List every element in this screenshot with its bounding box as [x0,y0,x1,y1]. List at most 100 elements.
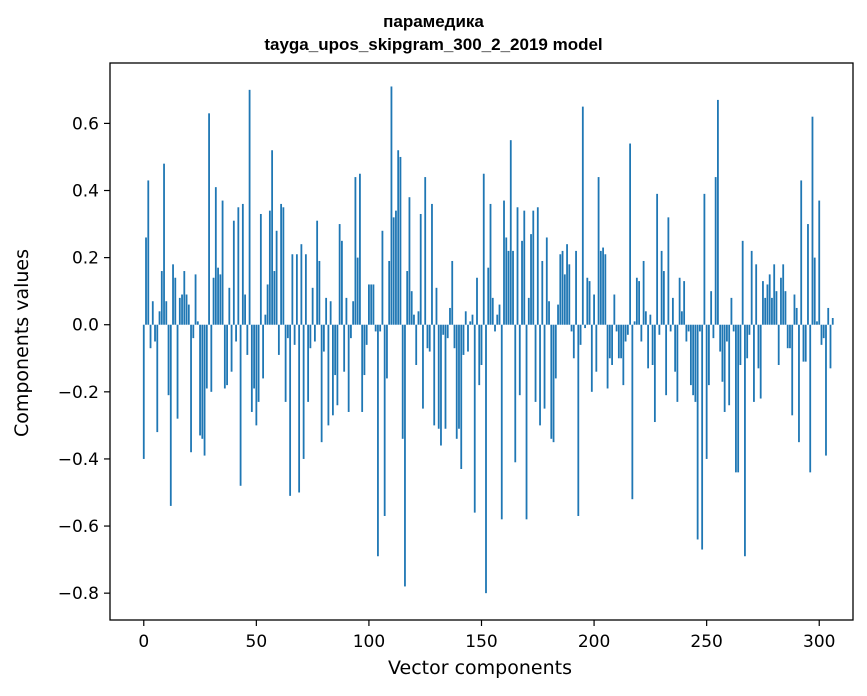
bar [345,297,348,325]
bar [699,324,701,332]
bar [377,324,379,557]
bar [775,291,778,325]
bar [822,324,825,339]
bar [712,324,715,339]
x-axis-label: Vector components [388,657,572,679]
bar [766,284,769,325]
bar [719,324,722,352]
bar [516,207,519,325]
bar [347,324,350,412]
bar [590,324,593,392]
bar [606,324,609,389]
x-tick-label: 100 [353,632,385,652]
bar [149,324,152,349]
bar [746,324,749,359]
bar [368,284,370,325]
bar [147,180,150,325]
bar [271,150,274,325]
bar [404,324,406,587]
bar [172,264,174,325]
bar [476,277,478,325]
bar [563,274,566,325]
bar [820,324,823,345]
bar [647,324,650,369]
bar [512,250,514,325]
bar [759,324,762,399]
bar [620,324,622,359]
bar [262,324,264,379]
bar [829,324,832,369]
bar [163,163,165,325]
bar [640,324,643,342]
bar [223,324,226,389]
bar [622,324,625,386]
bar [322,324,325,352]
bar [361,324,364,412]
x-tick-label: 200 [578,632,610,652]
bar [807,224,809,325]
bar [505,237,508,325]
bar [208,113,210,325]
bar [791,324,794,416]
bar [212,277,215,325]
bar [523,210,526,325]
bar [264,314,267,325]
bar [602,247,604,325]
bar [266,284,269,325]
y-tick-label: 0.4 [72,182,99,202]
bar [399,156,402,325]
bar [415,324,418,365]
bar [665,324,668,396]
bar [259,213,262,325]
bar [309,324,312,349]
bar [644,311,647,325]
bar [435,287,438,325]
bar [392,217,395,325]
bar [692,324,695,396]
y-tick-label: −0.6 [58,517,99,537]
bar [246,324,249,355]
bar [183,271,186,325]
bar [768,274,771,325]
bar [818,200,821,325]
bar [710,291,713,325]
bar [593,294,595,325]
x-tick-label: 150 [465,632,497,652]
bar [811,116,814,325]
bar [428,324,431,352]
bar [406,271,409,325]
bar [548,301,550,325]
bar [739,324,742,365]
bar [678,277,681,325]
bar [705,324,708,459]
bar [624,324,627,342]
bar [419,213,422,325]
bar [507,250,510,325]
bar [196,321,199,325]
bar [181,294,183,325]
bar [201,324,204,439]
bar [228,287,231,325]
chart-subtitle: tayga_upos_skipgram_300_2_2019 model [264,35,603,54]
bar [586,277,589,325]
x-tick-label: 0 [138,632,149,652]
x-tick-label: 250 [690,632,722,652]
bar [383,324,386,516]
bar [744,324,746,557]
bar [732,324,735,332]
bar [401,324,404,439]
bar [559,254,562,325]
bar [167,324,170,396]
bar [599,250,602,325]
bar [295,254,298,325]
bar [190,324,192,453]
bar [313,324,316,342]
bar [689,324,692,386]
bar [496,314,499,325]
bar [156,324,159,433]
y-tick-label: −0.2 [58,383,99,403]
bar [570,324,573,332]
bar [741,240,744,325]
bar [332,324,334,416]
